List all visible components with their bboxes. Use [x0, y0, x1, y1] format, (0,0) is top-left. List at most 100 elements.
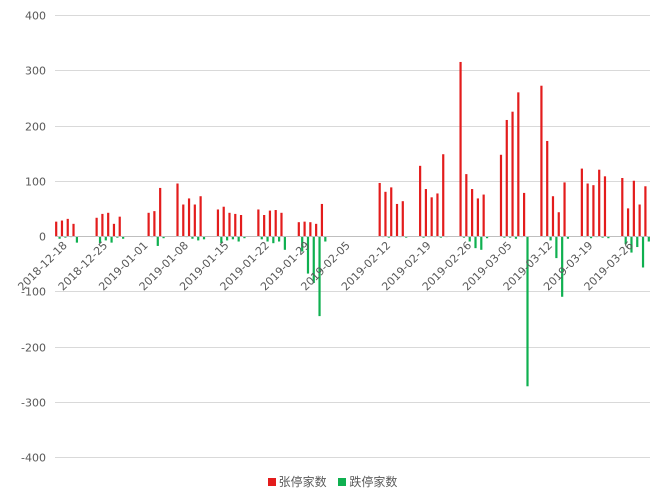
bar-limit-up	[551, 196, 555, 236]
legend-item-limit-down: 跌停家数	[338, 473, 397, 490]
bar-limit-down	[324, 236, 327, 242]
bar-limit-up	[309, 222, 312, 236]
y-axis-tick-labels: 400 300 200 100 0 -100 -200 -300 -400	[21, 10, 46, 465]
bar-limit-up	[390, 187, 393, 236]
bar-limit-down	[278, 236, 281, 242]
bar-limit-up	[476, 198, 479, 236]
bar-limit-down	[260, 236, 263, 240]
bar-limit-down	[243, 236, 246, 239]
bar-limit-up	[580, 168, 583, 236]
bar-limit-down	[514, 236, 518, 239]
bar-limit-up	[378, 182, 381, 236]
bar-limit-down	[191, 236, 194, 239]
bar-limit-up	[603, 176, 607, 236]
bar-limit-up	[234, 213, 237, 236]
bar-limit-down	[480, 236, 483, 250]
bar-limit-up	[563, 182, 566, 236]
bar-limit-up	[430, 197, 433, 236]
bar-limit-down	[312, 236, 315, 283]
bar-limit-up	[216, 209, 220, 236]
bar-limit-up	[459, 61, 462, 237]
legend-item-limit-up: 张停家数	[267, 473, 327, 490]
bar-limit-up	[107, 212, 110, 236]
y-tick-label: 400	[25, 10, 46, 23]
bar-limit-up	[280, 212, 283, 236]
bar-chart: 400 300 200 100 0 -100 -200 -300 -400 2018-12-18…	[15, 10, 650, 465]
bar-limit-up	[55, 221, 58, 236]
bar-limit-up	[72, 223, 75, 236]
bar-limit-up	[222, 206, 225, 236]
bar-limit-down	[647, 236, 650, 242]
bar-limit-up	[384, 191, 387, 236]
bar-limit-down	[162, 236, 165, 239]
bar-limit-down	[237, 236, 240, 242]
bar-limit-up	[257, 209, 260, 236]
bar-limit-up	[638, 204, 641, 236]
bar-limit-down	[624, 236, 627, 245]
bar-limit-down	[301, 236, 304, 252]
y-tick-label: 300	[25, 65, 46, 78]
bar-limit-down	[485, 236, 489, 239]
bar-limit-down	[636, 236, 639, 248]
bar-limit-down	[75, 236, 79, 243]
bar-limit-down	[555, 236, 558, 259]
y-tick-label: -200	[21, 342, 46, 355]
bar-limit-up	[187, 198, 191, 236]
bar-limit-up	[499, 154, 503, 236]
bar-limit-up	[523, 192, 526, 236]
bar-limit-up	[263, 215, 266, 236]
bar-limit-down	[468, 236, 471, 242]
bar-limit-up	[66, 218, 69, 236]
bar-limit-up	[442, 154, 445, 236]
bar-limit-up	[465, 174, 468, 236]
bar-limit-up	[228, 212, 231, 236]
bar-limit-up	[193, 204, 196, 236]
bar-limit-up	[153, 211, 156, 236]
bar-limit-up	[517, 92, 520, 236]
bar-limit-up	[632, 180, 635, 236]
bar-limit-down	[202, 236, 206, 240]
bar-limit-up	[482, 194, 485, 236]
legend-label-limit-down: 跌停家数	[349, 475, 398, 489]
y-tick-label: -400	[21, 452, 46, 465]
bar-limit-up	[101, 213, 104, 236]
bar-limit-down	[641, 236, 645, 268]
bar-limit-up	[644, 186, 647, 236]
y-tick-label: -300	[21, 397, 46, 410]
bar-limit-down	[98, 236, 102, 244]
bar-limit-down	[226, 236, 229, 241]
bar-limit-up	[182, 204, 185, 236]
bar-limit-up	[592, 185, 595, 236]
bar-limit-down	[283, 236, 286, 250]
bar-limit-down	[266, 236, 269, 242]
bar-limit-up	[598, 169, 601, 236]
bar-limit-up	[320, 203, 324, 236]
bar-limit-down	[474, 236, 477, 249]
bar-limit-down	[607, 236, 610, 239]
legend-swatch-green	[338, 478, 347, 486]
bar-limit-up	[176, 183, 179, 236]
bar-limit-up	[297, 222, 300, 236]
bar-limit-up	[239, 215, 243, 236]
bar-limit-down	[156, 236, 159, 246]
bar-limit-up	[586, 183, 589, 236]
bar-limit-up	[401, 201, 404, 236]
y-tick-label: 200	[25, 121, 46, 134]
bar-limit-up	[159, 187, 162, 236]
bar-limit-down	[318, 236, 321, 317]
bar-limit-down	[561, 236, 564, 297]
bar-limit-up	[621, 177, 624, 236]
bar-limit-up	[511, 111, 514, 236]
bar-limit-up	[118, 216, 121, 236]
bar-limit-up	[419, 165, 422, 236]
bar-series	[55, 61, 650, 387]
bar-limit-down	[231, 236, 234, 240]
bar-limit-up	[268, 210, 272, 236]
legend-swatch-red	[267, 478, 276, 486]
y-tick-label: -100	[21, 286, 46, 299]
bar-limit-up	[303, 221, 306, 236]
bar-limit-up	[95, 217, 98, 236]
bar-limit-up	[147, 212, 150, 236]
bar-limit-down	[104, 236, 107, 241]
bar-limit-down	[306, 236, 310, 274]
